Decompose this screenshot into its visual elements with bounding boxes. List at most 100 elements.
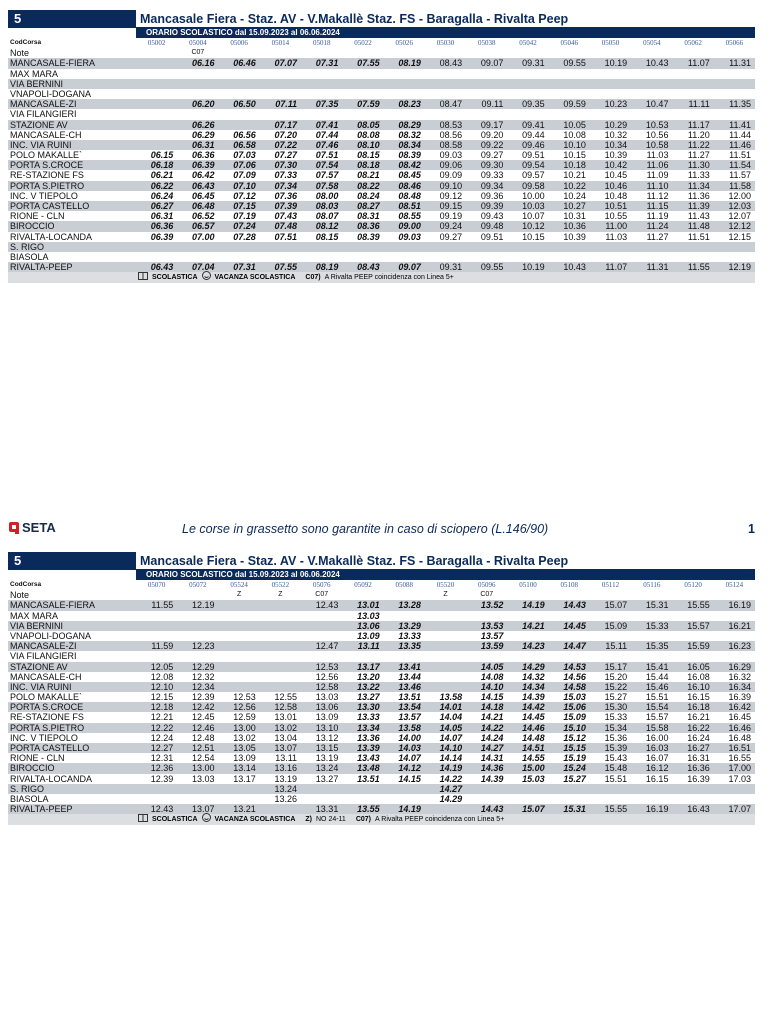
book-icon bbox=[138, 271, 148, 280]
time-cell: 09.36 bbox=[480, 190, 504, 201]
time-cell bbox=[219, 631, 260, 641]
time-cell bbox=[466, 69, 507, 79]
time-cell: 13.03 bbox=[192, 773, 215, 784]
time-cell: 12.05 bbox=[150, 661, 174, 672]
time-cell: 09.06 bbox=[439, 160, 463, 171]
time-cell: 14.01 bbox=[439, 702, 463, 713]
stop-name: VIA BERNINI bbox=[10, 78, 64, 89]
holiday-icon bbox=[201, 813, 211, 826]
time-cell: 12.47 bbox=[315, 641, 339, 652]
time-cell: 14.36 bbox=[480, 763, 504, 774]
time-cell bbox=[136, 784, 177, 794]
time-cell: 12.00 bbox=[728, 190, 751, 201]
time-cell: 07.59 bbox=[357, 99, 380, 110]
time-cell: 14.04 bbox=[439, 712, 463, 723]
time-cell: 08.43 bbox=[357, 262, 380, 273]
run-code: 05030 bbox=[436, 39, 455, 47]
run-code: 05022 bbox=[354, 39, 372, 47]
time-cell bbox=[301, 784, 342, 794]
time-cell bbox=[549, 651, 590, 661]
time-cell: 11.20 bbox=[687, 129, 710, 140]
page-number: 1 bbox=[748, 522, 755, 536]
time-cell: 13.02 bbox=[233, 732, 256, 743]
time-cell: 15.03 bbox=[563, 692, 586, 703]
time-cell: 13.29 bbox=[398, 620, 421, 631]
stop-row: S. RIGO 13.24 14.27 bbox=[8, 783, 755, 794]
time-cell: 16.22 bbox=[687, 722, 710, 733]
time-cell: 06.24 bbox=[150, 190, 174, 201]
time-cell: 12.29 bbox=[192, 661, 215, 672]
time-cell: 12.27 bbox=[150, 743, 174, 753]
time-cell bbox=[590, 69, 631, 79]
time-cell: 06.50 bbox=[233, 99, 256, 110]
time-cell bbox=[631, 651, 672, 661]
time-cell: 13.26 bbox=[274, 793, 298, 804]
stop-name: MANCASALE-ZI bbox=[10, 99, 77, 110]
time-cell bbox=[507, 79, 548, 89]
time-cell: 13.31 bbox=[315, 804, 339, 815]
time-cell bbox=[425, 804, 466, 814]
time-cell: 10.45 bbox=[604, 170, 628, 181]
time-cell: 08.55 bbox=[398, 211, 421, 222]
time-cell: 16.55 bbox=[728, 753, 751, 764]
note-row: Note Z Z C07 Z C07 bbox=[8, 590, 755, 600]
time-cell bbox=[177, 794, 218, 804]
run-code: 05018 bbox=[312, 39, 331, 47]
time-cell bbox=[590, 79, 631, 89]
time-cell bbox=[672, 784, 713, 794]
time-cell bbox=[342, 109, 383, 119]
time-cell bbox=[590, 631, 631, 641]
legend-holiday: VACANZA SCOLASTICA bbox=[214, 816, 296, 824]
time-cell bbox=[425, 641, 466, 651]
time-cell: 10.00 bbox=[522, 190, 545, 201]
time-cell: 15.11 bbox=[605, 641, 628, 652]
time-cell bbox=[425, 252, 466, 262]
time-cell: 08.29 bbox=[398, 119, 421, 130]
time-cell bbox=[219, 252, 260, 262]
time-cell: 15.12 bbox=[563, 732, 586, 743]
stop-name: INC. VIA RUINI bbox=[10, 681, 72, 692]
time-cell: 12.39 bbox=[192, 692, 215, 703]
time-cell: 07.43 bbox=[274, 211, 298, 222]
run-note bbox=[425, 48, 466, 58]
time-cell: 07.11 bbox=[275, 99, 298, 110]
time-cell bbox=[384, 794, 425, 804]
time-cell: 15.03 bbox=[522, 773, 545, 784]
time-cell: 12.07 bbox=[728, 211, 751, 222]
time-cell bbox=[219, 621, 260, 631]
run-note: C07 bbox=[480, 591, 494, 599]
run-note: C07 bbox=[191, 49, 205, 57]
time-cell: 11.54 bbox=[729, 160, 751, 171]
stop-row: STAZIONE AV 12.05 12.29 12.53 13.17 13.41 14.0… bbox=[8, 661, 755, 672]
time-cell: 16.21 bbox=[687, 712, 710, 723]
time-cell: 06.39 bbox=[150, 231, 174, 242]
time-cell: 16.45 bbox=[728, 712, 751, 723]
time-cell bbox=[219, 784, 260, 794]
time-cell: 06.56 bbox=[233, 129, 256, 140]
time-cell: 08.36 bbox=[357, 221, 380, 232]
time-cell bbox=[425, 242, 466, 252]
time-cell: 15.33 bbox=[604, 712, 628, 723]
time-cell bbox=[672, 252, 713, 262]
stop-name: S. RIGO bbox=[10, 241, 45, 252]
time-cell bbox=[466, 252, 507, 262]
time-cell: 09.34 bbox=[480, 180, 504, 191]
time-cell: 10.56 bbox=[645, 129, 669, 140]
time-cell: 15.34 bbox=[604, 722, 628, 733]
time-cell bbox=[549, 79, 590, 89]
time-cell bbox=[342, 794, 383, 804]
time-cell: 16.39 bbox=[687, 773, 710, 784]
stop-row: RIVALTA-PEEP 06.43 07.04 07.31 07.55 08.19 08.… bbox=[8, 262, 755, 273]
subtitle: ORARIO SCOLASTICO dal 15.09.2023 al 06.0… bbox=[136, 570, 755, 580]
time-cell bbox=[631, 89, 672, 99]
time-cell bbox=[301, 651, 342, 661]
time-cell: 10.15 bbox=[522, 231, 545, 242]
time-cell: 13.01 bbox=[274, 712, 298, 723]
time-cell: 15.54 bbox=[645, 702, 669, 713]
time-cell: 13.59 bbox=[480, 641, 504, 652]
time-cell bbox=[631, 252, 672, 262]
school-icon bbox=[138, 271, 148, 284]
stop-name: RIVALTA-LOCANDA bbox=[10, 231, 93, 242]
time-cell bbox=[136, 140, 177, 150]
time-cell bbox=[384, 69, 425, 79]
